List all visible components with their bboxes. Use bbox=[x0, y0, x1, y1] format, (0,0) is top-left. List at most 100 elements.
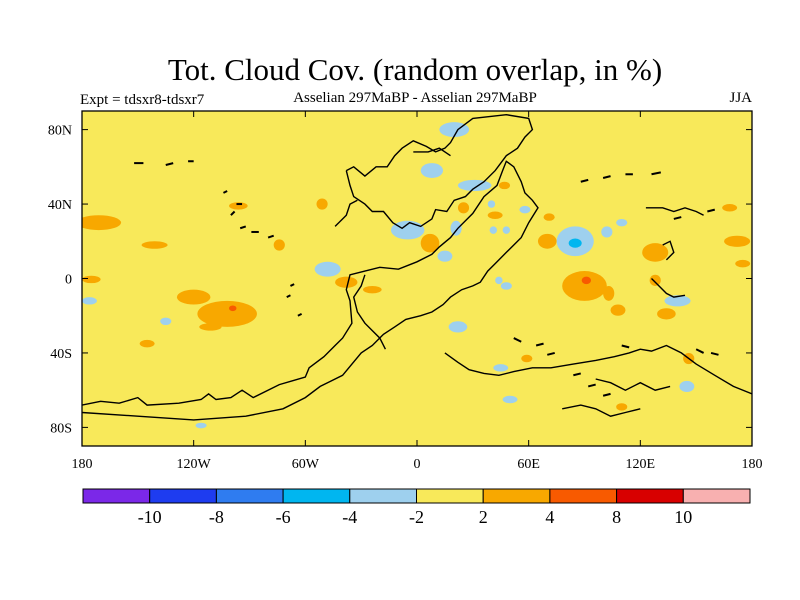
anomaly-region-42 bbox=[581, 276, 592, 285]
y-tick-label-0: 80N bbox=[48, 124, 72, 139]
coastline-8 bbox=[595, 378, 671, 391]
anomaly-region-16 bbox=[316, 198, 328, 210]
coast-fragment-13 bbox=[587, 383, 596, 388]
colorbar-label-5: 2 bbox=[479, 507, 488, 527]
anomaly-region-33 bbox=[487, 211, 503, 219]
coastline-6 bbox=[662, 240, 675, 261]
x-tick-label-3: 0 bbox=[414, 457, 421, 472]
anomaly-region-44 bbox=[642, 243, 669, 262]
anomaly-region-28 bbox=[500, 282, 512, 290]
anomaly-region-4 bbox=[176, 289, 211, 305]
anomaly-region-29 bbox=[498, 181, 511, 190]
anomaly-region-21 bbox=[437, 250, 453, 262]
anomaly-region-5 bbox=[197, 300, 257, 327]
anomaly-region-9 bbox=[139, 339, 155, 348]
anomaly-region-36 bbox=[521, 354, 533, 363]
coastline-5 bbox=[651, 278, 686, 298]
x-tick-label-2: 60W bbox=[292, 457, 320, 472]
coast-fragment-22 bbox=[673, 216, 682, 220]
anomaly-region-1 bbox=[82, 275, 101, 284]
anomaly-region-7 bbox=[160, 317, 172, 326]
anomaly-region-19 bbox=[457, 179, 492, 192]
anomaly-region-6 bbox=[229, 305, 237, 312]
coast-fragment-15 bbox=[621, 344, 630, 349]
anomaly-region-54 bbox=[722, 204, 738, 212]
anomaly-region-2 bbox=[82, 297, 97, 305]
anomaly-region-0 bbox=[82, 215, 122, 231]
anomaly-region-22 bbox=[420, 233, 440, 253]
coastline-2 bbox=[352, 274, 387, 350]
anomaly-region-39 bbox=[537, 233, 557, 249]
experiment-label: Expt = tdsxr8-tdsxr7 bbox=[80, 92, 205, 108]
anomaly-region-14 bbox=[335, 276, 358, 288]
anomaly-region-38 bbox=[568, 238, 582, 248]
coast-fragment-12 bbox=[573, 372, 582, 377]
coast-fragment-3 bbox=[239, 225, 247, 230]
anomaly-region-20 bbox=[439, 122, 470, 138]
coast-fragment-6 bbox=[230, 210, 236, 216]
anomaly-region-30 bbox=[487, 200, 496, 208]
anomaly-region-46 bbox=[664, 295, 691, 307]
x-tick-label-1: 120W bbox=[177, 457, 212, 472]
coastline-0 bbox=[82, 160, 539, 421]
anomaly-region-12 bbox=[229, 202, 248, 210]
y-tick-label-2: 0 bbox=[65, 273, 72, 288]
coastline-7 bbox=[334, 199, 358, 227]
colorbar-label-4: -2 bbox=[409, 507, 424, 527]
colorbar-box-4 bbox=[349, 488, 417, 504]
anomaly-region-3 bbox=[141, 241, 168, 249]
coast-fragment-19 bbox=[602, 175, 611, 179]
y-tick-label-1: 40N bbox=[48, 198, 72, 213]
anomaly-region-8 bbox=[199, 323, 222, 331]
season-label: JJA bbox=[729, 90, 752, 106]
x-tick-label-0: 180 bbox=[72, 457, 93, 472]
coast-fragment-24 bbox=[289, 283, 295, 287]
anomaly-region-55 bbox=[616, 403, 628, 411]
coastline-4 bbox=[645, 207, 704, 216]
coastline-1 bbox=[345, 113, 534, 230]
anomaly-region-56 bbox=[679, 380, 695, 393]
colorbar-label-6: 4 bbox=[545, 507, 554, 527]
colorbar-label-0: -10 bbox=[138, 507, 162, 527]
coast-fragment-18 bbox=[580, 178, 589, 183]
colorbar-box-3 bbox=[282, 488, 351, 504]
anomaly-region-45 bbox=[649, 274, 661, 286]
colorbar-label-8: 10 bbox=[674, 507, 692, 527]
colorbar-box-8 bbox=[616, 488, 684, 504]
x-tick-label-5: 120E bbox=[626, 457, 656, 472]
anomaly-region-40 bbox=[543, 213, 555, 221]
anomaly-region-15 bbox=[363, 285, 382, 294]
colorbar-box-1 bbox=[149, 488, 217, 504]
colorbar-box-0 bbox=[82, 488, 151, 504]
anomaly-region-26 bbox=[448, 321, 468, 333]
coast-fragment-5 bbox=[267, 234, 275, 239]
anomaly-region-49 bbox=[616, 218, 628, 227]
anomaly-region-41 bbox=[562, 271, 607, 301]
coast-fragment-26 bbox=[297, 312, 303, 317]
coastline-9 bbox=[562, 404, 641, 417]
coast-fragment-10 bbox=[535, 342, 544, 347]
anomaly-region-25 bbox=[489, 226, 498, 234]
anomaly-region-48 bbox=[610, 304, 626, 316]
anomaly-region-31 bbox=[502, 226, 511, 234]
colorbar-box-5 bbox=[416, 488, 484, 504]
x-tick-label-4: 60E bbox=[517, 457, 540, 472]
anomaly-region-24 bbox=[450, 220, 462, 236]
coastline-10 bbox=[413, 147, 451, 157]
anomaly-region-50 bbox=[601, 226, 613, 238]
colorbar-label-2: -6 bbox=[276, 507, 291, 527]
y-tick-label-3: 40S bbox=[50, 347, 72, 362]
anomaly-region-32 bbox=[519, 205, 531, 214]
center-subtitle: Asselian 297MaBP - Asselian 297MaBP bbox=[293, 90, 537, 106]
anomaly-region-18 bbox=[420, 163, 444, 178]
colorbar-label-7: 8 bbox=[612, 507, 621, 527]
anomaly-region-53 bbox=[735, 259, 751, 268]
coastline-3 bbox=[444, 344, 752, 395]
colorbar-box-6 bbox=[482, 488, 551, 504]
chart-title: Tot. Cloud Cov. (random overlap, in %) bbox=[167, 52, 663, 87]
colorbar-box-7 bbox=[549, 488, 618, 504]
coast-fragment-14 bbox=[602, 392, 611, 397]
colorbar-label-3: -4 bbox=[342, 507, 357, 527]
colorbar-label-1: -8 bbox=[209, 507, 224, 527]
